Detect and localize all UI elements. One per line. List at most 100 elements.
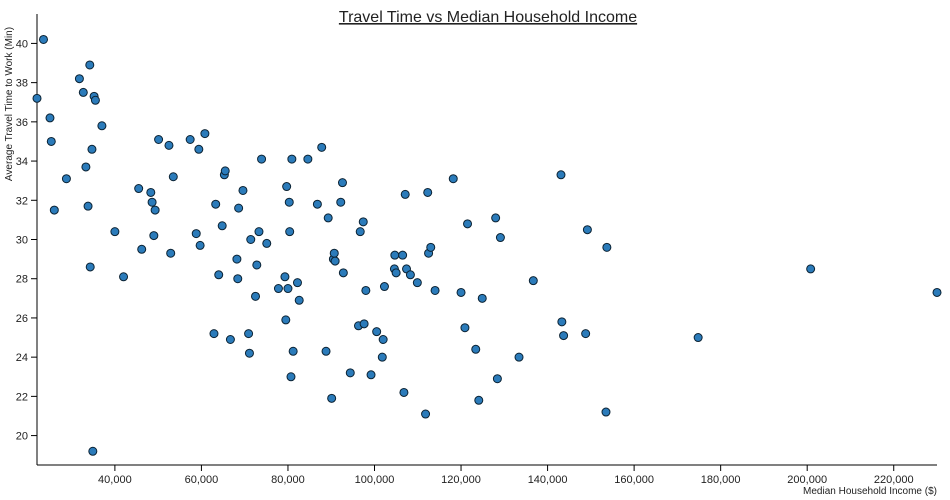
data-point xyxy=(514,352,524,362)
data-point xyxy=(323,213,333,223)
chart-title: Travel Time vs Median Household Income xyxy=(339,9,637,26)
data-point xyxy=(252,260,262,270)
data-point xyxy=(287,154,297,164)
data-point xyxy=(97,121,107,131)
data-point xyxy=(251,291,261,301)
data-point xyxy=(378,335,388,345)
y-axis-title: Average Travel Time to Work (Min) xyxy=(4,27,15,181)
data-point xyxy=(214,270,224,280)
data-point xyxy=(398,250,408,260)
data-point xyxy=(423,187,433,197)
data-point xyxy=(405,270,415,280)
data-point xyxy=(220,166,230,176)
data-point xyxy=(463,219,473,229)
data-point xyxy=(361,285,371,295)
data-point xyxy=(38,34,48,44)
x-tick-label: 160,000 xyxy=(614,474,654,486)
x-tick-label: 200,000 xyxy=(787,474,827,486)
x-tick-label: 80,000 xyxy=(271,474,305,486)
x-tick-label: 140,000 xyxy=(528,474,568,486)
data-point xyxy=(379,282,389,292)
data-point xyxy=(32,93,42,103)
data-point xyxy=(90,95,100,105)
y-tick-label: 28 xyxy=(16,274,28,286)
data-point xyxy=(61,174,71,184)
data-point xyxy=(390,250,400,260)
data-point xyxy=(327,393,337,403)
data-point xyxy=(232,254,242,264)
data-point xyxy=(281,315,291,325)
data-point xyxy=(168,172,178,182)
data-point xyxy=(280,272,290,282)
data-point xyxy=(185,134,195,144)
data-point xyxy=(582,225,592,235)
data-point xyxy=(85,60,95,70)
data-point xyxy=(238,185,248,195)
y-tick-label: 32 xyxy=(16,195,28,207)
x-tick-label: 180,000 xyxy=(701,474,741,486)
data-point xyxy=(209,329,219,339)
data-point xyxy=(273,284,283,294)
data-point xyxy=(366,370,376,380)
data-point xyxy=(495,233,505,243)
data-point xyxy=(312,199,322,209)
data-point xyxy=(329,248,339,258)
data-point xyxy=(246,235,256,244)
data-point xyxy=(191,229,201,239)
data-point xyxy=(932,287,942,297)
data-point xyxy=(225,335,235,345)
data-point xyxy=(581,329,591,339)
data-point xyxy=(399,387,409,397)
data-point xyxy=(601,407,611,417)
y-tick-label: 24 xyxy=(16,352,28,364)
data-point xyxy=(372,327,382,337)
data-point xyxy=(147,197,157,207)
data-point xyxy=(87,144,97,154)
data-point xyxy=(391,268,401,278)
data-point xyxy=(137,244,147,254)
data-point xyxy=(134,184,144,194)
data-point xyxy=(200,129,210,139)
data-point xyxy=(257,154,267,164)
data-point xyxy=(154,134,164,144)
data-point xyxy=(74,74,84,84)
data-point xyxy=(528,276,538,286)
data-point xyxy=(806,264,816,274)
data-point xyxy=(244,348,254,358)
x-tick-label: 40,000 xyxy=(98,474,132,486)
data-point xyxy=(244,329,254,339)
data-point xyxy=(119,272,129,282)
data-point xyxy=(81,162,91,172)
y-tick-label: 38 xyxy=(16,78,28,90)
data-point xyxy=(46,136,56,146)
data-point xyxy=(164,140,174,150)
y-tick-label: 36 xyxy=(16,117,28,129)
data-point xyxy=(85,262,95,272)
data-point xyxy=(146,187,156,197)
data-point xyxy=(217,221,227,231)
data-point xyxy=(430,285,440,295)
data-point xyxy=(88,446,98,456)
data-point xyxy=(150,205,160,215)
data-point xyxy=(358,217,368,227)
data-point xyxy=(355,227,365,237)
data-point xyxy=(211,199,221,209)
data-point xyxy=(286,372,296,382)
y-tick-label: 34 xyxy=(16,156,28,168)
data-point xyxy=(456,287,466,297)
x-tick-label: 100,000 xyxy=(355,474,395,486)
data-point xyxy=(321,346,331,356)
data-point xyxy=(83,201,93,211)
data-point xyxy=(78,87,88,97)
data-point xyxy=(448,174,458,184)
y-tick-label: 40 xyxy=(16,38,28,50)
data-point xyxy=(292,278,302,288)
data-point xyxy=(284,197,294,207)
data-point xyxy=(195,240,205,250)
data-point xyxy=(234,203,244,213)
data-point xyxy=(294,295,304,305)
data-point xyxy=(377,352,387,362)
data-point xyxy=(421,409,431,419)
data-point xyxy=(557,317,567,327)
